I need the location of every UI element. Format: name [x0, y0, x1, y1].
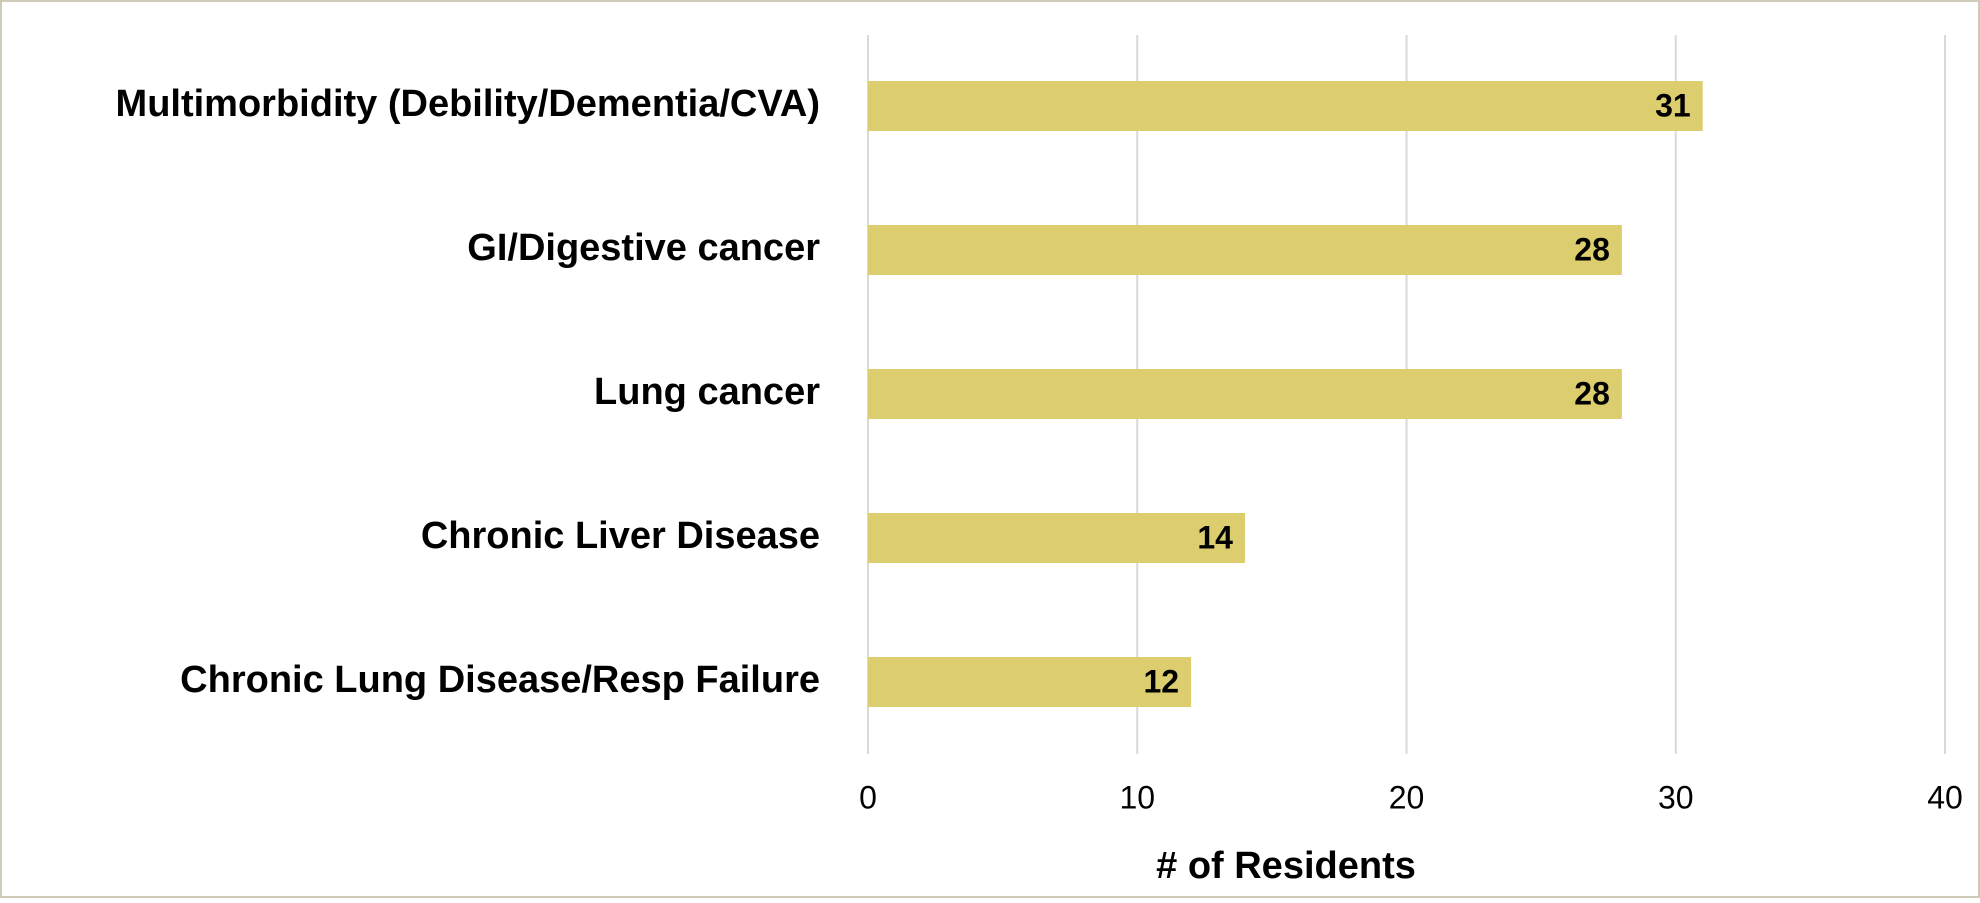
- bar: [868, 657, 1192, 707]
- x-tick-label: 20: [1389, 779, 1425, 815]
- data-label: 28: [1574, 375, 1610, 411]
- y-tick-label: GI/Digestive cancer: [467, 227, 820, 269]
- bar: [868, 225, 1622, 275]
- data-label: 14: [1197, 519, 1233, 555]
- data-label: 28: [1574, 231, 1610, 267]
- y-tick-label: Lung cancer: [594, 371, 820, 413]
- x-tick-label: 0: [859, 779, 877, 815]
- y-tick-label: Multimorbidity (Debility/Dementia/CVA): [116, 83, 820, 125]
- bar: [868, 369, 1622, 419]
- x-tick-label: 40: [1927, 779, 1963, 815]
- x-tick-label: 30: [1658, 779, 1694, 815]
- data-label: 31: [1655, 87, 1691, 123]
- bar: [868, 81, 1703, 131]
- y-tick-label: Chronic Liver Disease: [421, 515, 820, 557]
- bar: [868, 513, 1245, 563]
- x-axis-title: # of Residents: [1156, 845, 1416, 887]
- y-tick-label: Chronic Lung Disease/Resp Failure: [180, 659, 820, 701]
- data-label: 12: [1144, 663, 1180, 699]
- x-tick-label: 10: [1119, 779, 1155, 815]
